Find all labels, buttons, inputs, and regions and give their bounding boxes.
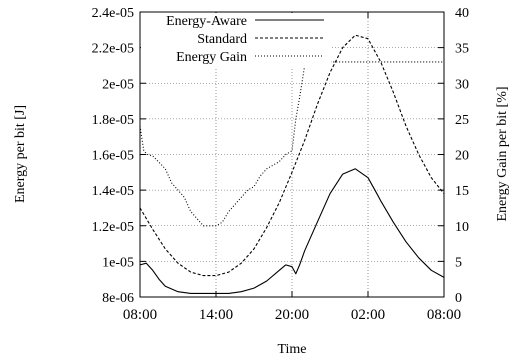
y-tick-label-right: 10 (455, 220, 469, 235)
y-axis-right-labels: 0 5 10 15 20 25 30 35 40 (455, 6, 469, 306)
x-tick-label: 08:00 (123, 307, 157, 323)
y-tick-label-right: 20 (455, 149, 469, 164)
series-line-standard (139, 34, 445, 277)
y-tick-label-right: 30 (455, 77, 469, 92)
y-tick-label-left: 2e-05 (102, 77, 134, 92)
series-line-energy-gain (139, 61, 444, 227)
legend-label-energy-aware: Energy-Aware (166, 14, 247, 29)
y-tick-label-left: 1.6e-05 (92, 149, 134, 164)
y-tick-label-right: 5 (455, 255, 462, 270)
y-axis-right-title: Energy Gain per bit [%] (495, 86, 509, 221)
y-tick-label-left: 1.4e-05 (92, 184, 134, 199)
y-tick-label-right: 35 (455, 42, 469, 57)
x-tick-label: 08:00 (427, 307, 461, 323)
legend-background (141, 13, 331, 68)
y-tick-label-right: 40 (455, 6, 469, 21)
y-tick-label-left: 2.4e-05 (92, 6, 134, 21)
y-axis-left-title: Energy per bit [J] (13, 105, 28, 203)
grid (140, 12, 444, 297)
y-tick-label-left: 2.2e-05 (92, 42, 134, 57)
y-tick-label-right: 25 (455, 113, 469, 128)
x-axis-labels: 08:00 14:00 20:00 02:00 08:00 (123, 307, 461, 323)
x-tick-label: 14:00 (199, 307, 233, 323)
x-axis-title: Time (277, 342, 306, 357)
y-axis-left-labels: 8e-06 1e-05 1.2e-05 1.4e-05 1.6e-05 1.8e-05 2e… (92, 6, 134, 306)
y-tick-label-right: 15 (455, 184, 469, 199)
legend: Energy-Aware Standard Energy Gain (141, 13, 331, 68)
y-tick-label-left: 8e-06 (102, 291, 134, 306)
y-tick-label-right: 0 (455, 291, 462, 306)
y-tick-label-left: 1.2e-05 (92, 220, 134, 235)
y-tick-label-left: 1e-05 (102, 255, 134, 270)
x-tick-label: 02:00 (351, 307, 385, 323)
y-tick-label-left: 1.8e-05 (92, 113, 134, 128)
series-line-energy-aware (139, 168, 445, 294)
legend-label-energy-gain: Energy Gain (176, 50, 247, 65)
series-layer (139, 34, 445, 294)
legend-label-standard: Standard (197, 32, 247, 47)
x-tick-label: 20:00 (275, 307, 309, 323)
